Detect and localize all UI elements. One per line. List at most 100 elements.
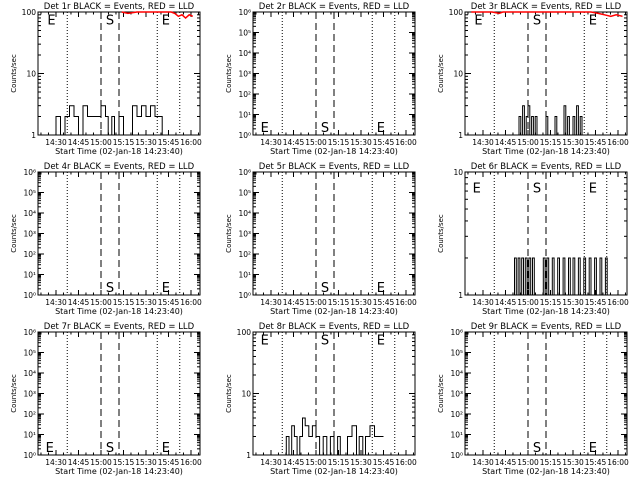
- y-axis-label: Counts/sec: [437, 214, 445, 253]
- panel-det-3r: Det 3r BLACK = Events, RED = LLD 14:30 14:…: [437, 2, 629, 156]
- x-tick-label: 14:30: [45, 458, 67, 467]
- panel-title: Det 1r BLACK = Events, RED = LLD: [44, 2, 195, 12]
- y-tick-label: 10⁶: [238, 8, 251, 17]
- y-axis-label: Counts/sec: [225, 214, 233, 253]
- x-tick-label: 15:15: [540, 458, 562, 467]
- x-tick-label: 15:00: [90, 458, 112, 467]
- y-tick-label: 10³: [450, 390, 463, 399]
- y-tick-label: 10³: [238, 70, 251, 79]
- y-axis-label: Counts/sec: [437, 374, 445, 413]
- x-tick-label: 15:30: [350, 138, 372, 147]
- end-marker-label: E: [377, 121, 385, 136]
- y-tick-label: 10⁴: [450, 369, 463, 378]
- y-tick-label: 10⁰: [23, 451, 36, 460]
- x-axis-label: Start Time (02-Jan-18 14:23:40): [482, 307, 610, 316]
- end-marker-label: E: [473, 181, 481, 196]
- y-axis-label: Counts/sec: [225, 374, 233, 413]
- y-tick-label: 10³: [23, 230, 36, 239]
- panel-det-1r: Det 1r BLACK = Events, RED = LLD 14:30 14:…: [10, 2, 202, 156]
- end-marker-label: E: [162, 441, 170, 456]
- y-axis-label: Counts/sec: [10, 374, 18, 413]
- x-tick-label: 15:30: [350, 458, 372, 467]
- x-axis-label: Start Time (02-Jan-18 14:23:40): [55, 307, 183, 316]
- end-marker-label: E: [162, 281, 170, 296]
- start-marker-label: S: [533, 181, 541, 196]
- y-tick-label: 10⁵: [450, 349, 463, 358]
- y-tick-label: 10²: [450, 410, 463, 419]
- x-tick-label: 14:45: [495, 298, 517, 307]
- start-marker-label: S: [106, 441, 114, 456]
- x-tick-label: 15:00: [517, 298, 539, 307]
- x-tick-label: 15:00: [305, 298, 327, 307]
- x-tick-label: 14:45: [68, 458, 90, 467]
- x-tick-label: 14:30: [45, 138, 67, 147]
- end-marker-label: E: [46, 441, 54, 456]
- lld-series-line: [471, 11, 623, 18]
- y-axis-label: Counts/sec: [437, 54, 445, 93]
- x-tick-label: 15:15: [113, 138, 135, 147]
- x-axis-label: Start Time (02-Jan-18 14:23:40): [482, 147, 610, 156]
- y-axis-label: Counts/sec: [10, 54, 18, 93]
- events-series-line: [285, 417, 384, 456]
- x-tick-label: 15:45: [158, 298, 180, 307]
- panel-det-5r: Det 5r BLACK = Events, RED = LLD 14:30 14:…: [225, 162, 417, 316]
- events-series-line: [518, 105, 584, 136]
- end-marker-label: E: [261, 334, 269, 349]
- x-tick-label: 15:30: [135, 298, 157, 307]
- x-tick-label: 16:00: [180, 138, 202, 147]
- panel-det-8r: Det 8r BLACK = Events, RED = LLD 14:30 14:…: [225, 322, 417, 476]
- x-tick-label: 14:30: [260, 458, 282, 467]
- y-tick-label: 100: [22, 8, 37, 17]
- x-axis-label: Start Time (02-Jan-18 14:23:40): [270, 467, 398, 476]
- y-tick-label: 10: [453, 70, 463, 79]
- panel-det-4r: Det 4r BLACK = Events, RED = LLD 14:30 14:…: [10, 162, 202, 316]
- y-tick-label: 10⁴: [23, 369, 36, 378]
- x-tick-label: 15:45: [158, 458, 180, 467]
- events-series-line: [514, 257, 608, 296]
- y-tick-label: 10¹: [23, 271, 36, 280]
- x-tick-label: 14:45: [283, 298, 305, 307]
- x-tick-label: 15:15: [113, 298, 135, 307]
- x-tick-label: 15:15: [540, 298, 562, 307]
- panel-det-6r: Det 6r BLACK = Events, RED = LLD 14:30 14:…: [437, 162, 629, 316]
- x-tick-label: 15:15: [328, 458, 350, 467]
- panel-title: Det 9r BLACK = Events, RED = LLD: [471, 322, 622, 332]
- x-tick-label: 15:15: [328, 138, 350, 147]
- panel-title: Det 2r BLACK = Events, RED = LLD: [259, 2, 410, 12]
- y-tick-label: 1: [246, 451, 251, 460]
- end-marker-label: E: [474, 14, 482, 29]
- panel-det-2r: Det 2r BLACK = Events, RED = LLD 14:30 14:…: [225, 2, 417, 156]
- x-tick-label: 16:00: [180, 298, 202, 307]
- y-tick-label: 10⁶: [23, 328, 36, 337]
- x-axis-label: Start Time (02-Jan-18 14:23:40): [482, 467, 610, 476]
- end-marker-label: E: [589, 14, 597, 29]
- start-marker-label: S: [533, 14, 541, 29]
- start-marker-label: S: [321, 281, 329, 296]
- x-tick-label: 15:30: [562, 138, 584, 147]
- x-tick-label: 15:15: [540, 138, 562, 147]
- panel-title: Det 6r BLACK = Events, RED = LLD: [471, 162, 622, 172]
- x-tick-label: 15:30: [562, 458, 584, 467]
- y-tick-label: 10⁵: [23, 349, 36, 358]
- start-marker-label: S: [533, 441, 541, 456]
- panel-title: Det 3r BLACK = Events, RED = LLD: [471, 2, 622, 12]
- start-marker-label: S: [106, 281, 114, 296]
- panel-title: Det 7r BLACK = Events, RED = LLD: [44, 322, 195, 332]
- x-tick-label: 15:45: [373, 458, 395, 467]
- x-tick-label: 15:45: [373, 138, 395, 147]
- x-tick-label: 15:30: [350, 298, 372, 307]
- events-series-line: [49, 105, 168, 136]
- x-tick-label: 14:45: [283, 458, 305, 467]
- y-tick-label: 10²: [23, 410, 36, 419]
- start-marker-label: S: [321, 334, 329, 349]
- y-tick-label: 1: [31, 131, 36, 140]
- x-tick-label: 15:00: [90, 138, 112, 147]
- x-tick-label: 15:00: [305, 458, 327, 467]
- y-tick-label: 10: [26, 70, 36, 79]
- y-tick-label: 10⁰: [23, 291, 36, 300]
- y-tick-label: 10²: [238, 90, 251, 99]
- y-tick-label: 10³: [238, 230, 251, 239]
- x-tick-label: 16:00: [395, 138, 417, 147]
- x-tick-label: 15:00: [517, 138, 539, 147]
